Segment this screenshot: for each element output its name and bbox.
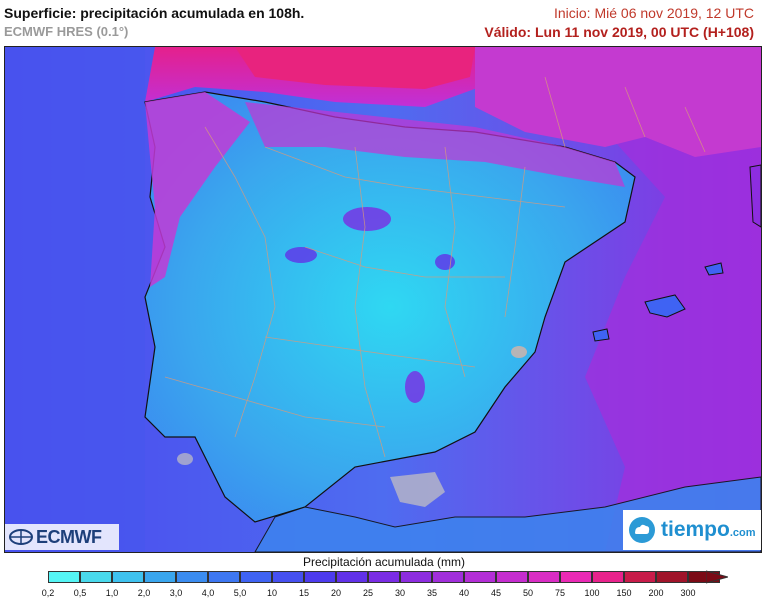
galicia-heavy-rain [145, 92, 250, 287]
legend-swatch [336, 571, 368, 583]
region-borders [164, 76, 706, 458]
dry-area [390, 472, 445, 507]
france-area [475, 47, 761, 157]
legend-swatch [144, 571, 176, 583]
legend-tick-label: 1,0 [105, 588, 119, 598]
legend-swatch [112, 571, 144, 583]
mediterranean-area [565, 87, 761, 552]
init-time: Inicio: Mié 06 nov 2019, 12 UTC [554, 5, 754, 21]
legend-swatch [528, 571, 560, 583]
legend-tick-label: 40 [458, 588, 470, 598]
ecmwf-globe-icon [9, 529, 33, 545]
header-left: Superficie: precipitación acumulada en 1… [4, 4, 304, 41]
map-svg [5, 47, 761, 552]
legend-tick-label: 25 [362, 588, 374, 598]
legend-swatch [432, 571, 464, 583]
central-rain-blob [343, 207, 391, 231]
legend-tick-label: 0,2 [41, 588, 55, 598]
header-right: Inicio: Mié 06 nov 2019, 12 UTC Válido: … [484, 4, 754, 41]
legend-swatch [368, 571, 400, 583]
legend-swatch [656, 571, 688, 583]
legend-tick-label: 45 [490, 588, 502, 598]
legend-swatch [592, 571, 624, 583]
legend-swatch [624, 571, 656, 583]
legend-swatch [304, 571, 336, 583]
legend-tick-label: 20 [330, 588, 342, 598]
legend-tick-label: 4,0 [201, 588, 215, 598]
legend-swatch [464, 571, 496, 583]
legend-swatch [48, 571, 80, 583]
legend-title: Precipitación acumulada (mm) [302, 555, 466, 569]
legend-arrow-icon [706, 570, 728, 584]
tiempo-logo-text: tiempo.com [661, 518, 756, 541]
legend-swatch [496, 571, 528, 583]
ecmwf-logo: ECMWF [5, 524, 119, 550]
north-heavy-rain [245, 102, 625, 187]
balearic-islands [644, 294, 686, 318]
legend-tick-label: 100 [584, 588, 600, 598]
legend-swatch [240, 571, 272, 583]
tiempo-logo[interactable]: tiempo.com [623, 510, 761, 550]
legend-tick-label: 3,0 [169, 588, 183, 598]
legend-tick-label: 15 [298, 588, 310, 598]
legend-swatch [176, 571, 208, 583]
ecmwf-logo-text: ECMWF [36, 526, 102, 547]
valid-time: Válido: Lun 11 nov 2019, 00 UTC (H+108) [484, 24, 754, 40]
legend-swatch [560, 571, 592, 583]
legend-tick-label: 300 [680, 588, 696, 598]
legend-tick-label: 35 [426, 588, 438, 598]
legend-tick-label: 200 [648, 588, 664, 598]
legend-tick-label: 2,0 [137, 588, 151, 598]
tiempo-cloud-icon [629, 517, 655, 543]
precipitation-map[interactable]: ECMWF tiempo.com [4, 46, 762, 553]
legend-swatch [272, 571, 304, 583]
legend-swatch [80, 571, 112, 583]
legend-tick-label: 50 [522, 588, 534, 598]
legend-tick-label: 5,0 [233, 588, 247, 598]
legend-tick-label: 150 [616, 588, 632, 598]
map-title: Superficie: precipitación acumulada en 1… [4, 5, 305, 21]
legend-swatch [400, 571, 432, 583]
legend-tick-label: 10 [266, 588, 278, 598]
legend-tick-label: 30 [394, 588, 406, 598]
legend-swatch [208, 571, 240, 583]
legend-tick-label: 0,5 [73, 588, 87, 598]
model-label: ECMWF HRES (0.1°) [4, 24, 129, 39]
legend-tick-label: 75 [554, 588, 566, 598]
